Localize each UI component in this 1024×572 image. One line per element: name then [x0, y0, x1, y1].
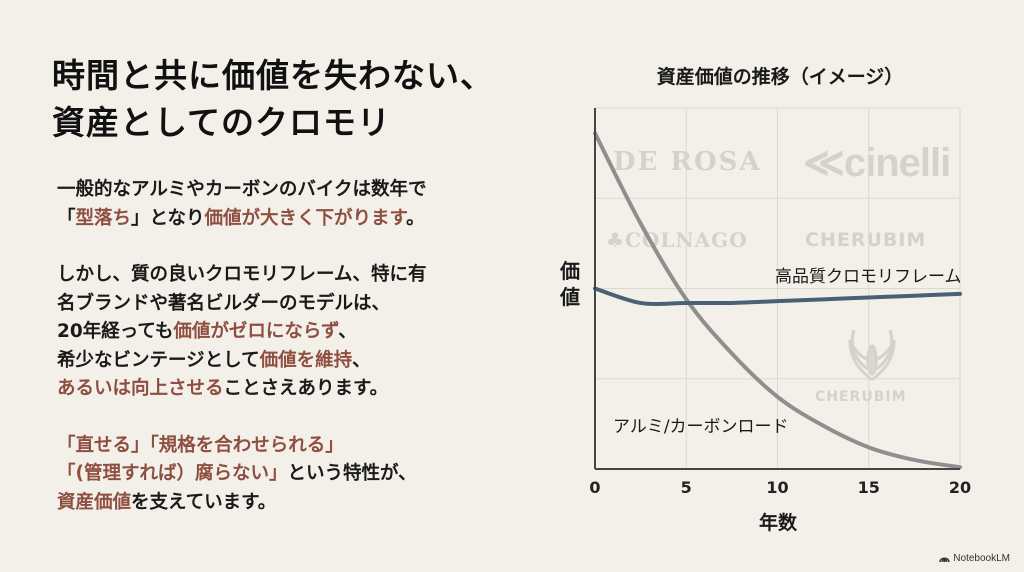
text-line: 「型落ち」となり価値が大きく下がります。: [57, 205, 426, 234]
text-line: 希少なビンテージとして価値を維持、: [57, 347, 426, 376]
highlighted-text: 価値がゼロにならず: [173, 321, 339, 342]
text-segment: 、: [338, 321, 357, 342]
text-line: 20年経っても価値がゼロにならず、: [57, 318, 426, 347]
series-line: [593, 131, 962, 470]
club-icon: ♣: [606, 228, 625, 252]
x-tick-label: 5: [680, 478, 692, 497]
cherubim-logo-watermark: CHERUBIM: [805, 229, 927, 251]
cherubim-logo-watermark-2: CHERUBIM: [815, 389, 907, 405]
text-line: 「直せる」「規格を合わせられる」: [57, 432, 426, 461]
text-segment: 希少なビンテージとして: [57, 349, 260, 371]
phoenix-wings-icon: [848, 329, 896, 382]
text-line: あるいは向上させることさえあります。: [57, 375, 426, 404]
highlighted-text: 「(管理すれば）腐らない」: [57, 463, 288, 484]
text-segment: 、: [352, 349, 371, 371]
notebooklm-logo-icon: [939, 557, 950, 563]
text-segment: ことさえあります。: [223, 378, 389, 399]
highlighted-text: 型落ち: [75, 207, 132, 229]
brand-label: NotebookLM: [953, 553, 1010, 564]
series-label-chromoly: 高品質クロモリフレーム: [775, 267, 962, 287]
series-label-alu-carbon: アルミ/カーボンロード: [613, 417, 789, 437]
text-segment: 。: [406, 207, 425, 229]
paragraph-2: しかし、質の良いクロモリフレーム、特に有 名ブランドや著名ビルダーのモデルは、 20…: [57, 261, 426, 404]
highlighted-text: 価値が大きく下がります: [204, 207, 407, 229]
x-axis-label: 年数: [758, 512, 798, 534]
highlighted-text: 「直せる」「規格を合わせられる」: [57, 434, 344, 456]
highlighted-text: あるいは向上させる: [57, 378, 224, 399]
body-text: 一般的なアルミやカーボンのバイクは数年で 「型落ち」となり価値が大きく下がります。…: [57, 176, 426, 545]
text-segment: 」となり: [131, 207, 205, 229]
text-line: 一般的なアルミやカーボンのバイクは数年で: [57, 176, 426, 205]
x-tick-label: 0: [589, 478, 601, 497]
text-segment: 一般的なアルミやカーボンのバイクは数年で: [57, 179, 427, 200]
y-axis-label-char: 価: [560, 259, 580, 283]
y-axis-label-char: 値: [560, 285, 580, 309]
text-segment: 20年経っても: [57, 321, 174, 342]
x-tick-label: 15: [857, 478, 880, 497]
paragraph-3: 「直せる」「規格を合わせられる」 「(管理すれば）腐らない」という特性が、 資産価値…: [57, 432, 426, 518]
cinelli-wing-icon: ≪: [803, 141, 845, 185]
title-line-2: 資産としてのクロモリ: [52, 103, 392, 142]
x-tick-label: 10: [766, 478, 789, 497]
text-segment: 名ブランドや著名ビルダーのモデルは、: [57, 292, 391, 314]
highlighted-text: 価値を維持: [259, 349, 353, 371]
text-segment: 「: [57, 207, 76, 229]
y-axis-label: 価値: [558, 258, 582, 310]
chart-title: 資産価値の推移（イメージ）: [656, 66, 904, 88]
text-line: 名ブランドや著名ビルダーのモデルは、: [57, 290, 426, 319]
notebooklm-branding: NotebookLM: [939, 553, 1010, 564]
paragraph-1: 一般的なアルミやカーボンのバイクは数年で 「型落ち」となり価値が大きく下がります。: [57, 176, 426, 233]
title-line-1: 時間と共に価値を失わない、: [52, 56, 494, 95]
text-segment: しかし、質の良いクロモリフレーム、特に有: [57, 264, 427, 285]
highlighted-text: 資産価値: [57, 491, 132, 513]
series-line: [593, 286, 962, 306]
x-tick-label: 20: [948, 478, 972, 497]
text-line: 資産価値を支えています。: [57, 489, 426, 518]
text-segment: を支えています。: [131, 491, 277, 513]
text-line: しかし、質の良いクロモリフレーム、特に有: [57, 261, 426, 290]
cinelli-text: cinelli: [843, 141, 951, 185]
text-line: 「(管理すれば）腐らない」という特性が、: [57, 460, 426, 489]
slide-title: 時間と共に価値を失わない、 資産としてのクロモリ: [52, 52, 494, 146]
cinelli-logo-watermark: ≪cinelli: [803, 140, 951, 186]
text-segment: という特性が、: [287, 463, 417, 484]
